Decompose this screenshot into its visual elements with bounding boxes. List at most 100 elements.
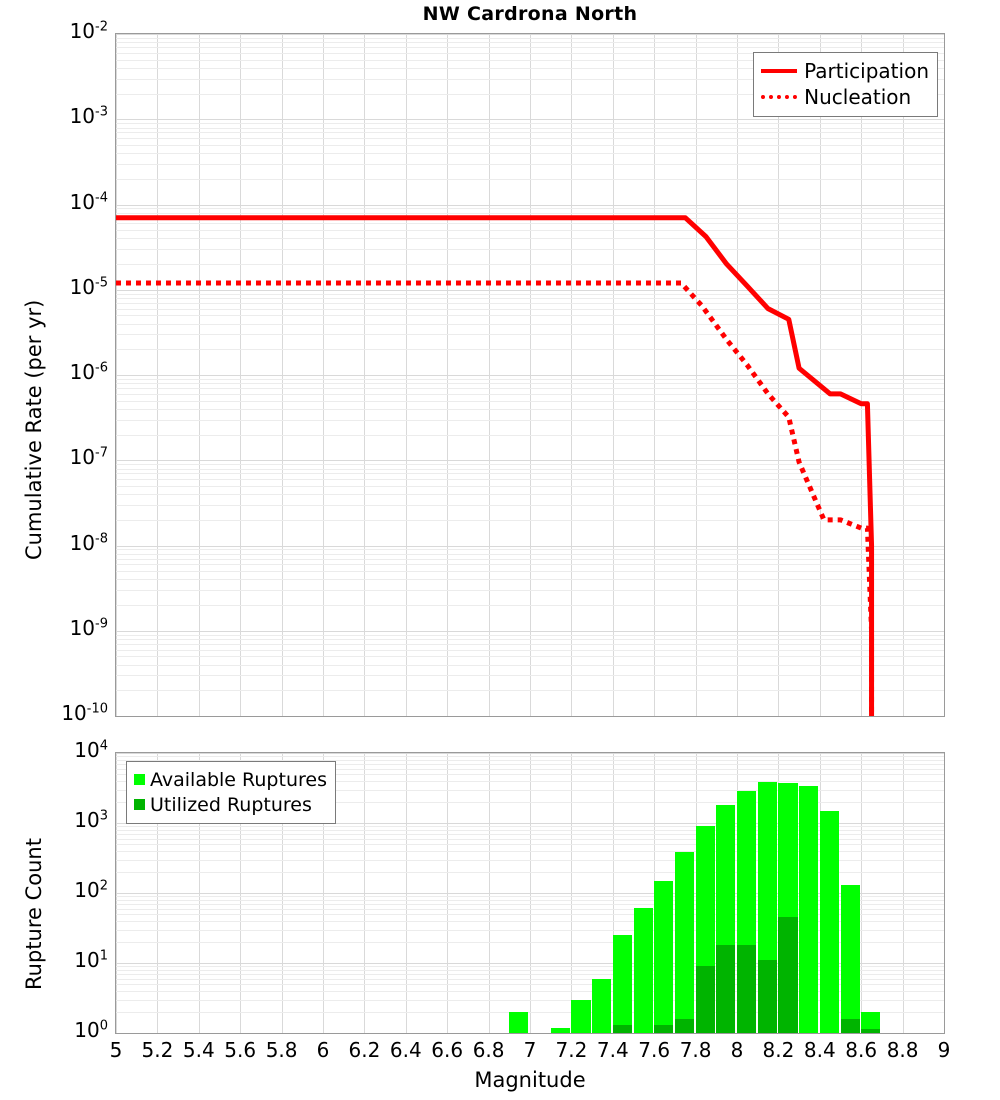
gridline-horizontal-minor xyxy=(116,760,944,761)
gridline-horizontal-minor xyxy=(116,435,944,436)
y-tick-label: 101 xyxy=(74,948,108,972)
y-tick-label: 102 xyxy=(74,878,108,902)
gridline-horizontal-minor xyxy=(116,991,944,992)
gridline-vertical xyxy=(944,34,945,716)
gridline-horizontal-minor xyxy=(116,79,944,80)
gridline-horizontal-major xyxy=(116,205,944,206)
gridline-horizontal-minor xyxy=(116,469,944,470)
legend-item-available-ruptures[interactable]: Available Ruptures xyxy=(134,767,327,792)
gridline-horizontal-minor xyxy=(116,1000,944,1001)
participation-curve xyxy=(116,215,875,716)
gridline-horizontal-minor xyxy=(116,294,944,295)
gridline-horizontal-major xyxy=(116,963,944,964)
gridline-horizontal-minor xyxy=(116,464,944,465)
y-tick-label: 10-9 xyxy=(69,615,108,640)
gridline-horizontal-minor xyxy=(116,315,944,316)
bar-available-rupture xyxy=(612,935,632,1033)
gridline-horizontal-minor xyxy=(116,309,944,310)
gridline-horizontal-minor xyxy=(116,549,944,550)
gridline-horizontal-major xyxy=(116,893,944,894)
x-tick-label: 6.4 xyxy=(389,1038,422,1062)
gridline-horizontal-minor xyxy=(116,334,944,335)
gridline-horizontal-minor xyxy=(116,900,944,901)
bar-utilized-rupture xyxy=(737,945,757,1033)
bar-utilized-rupture xyxy=(674,1018,695,1033)
gridline-horizontal-minor xyxy=(116,639,944,640)
gridline-horizontal-minor xyxy=(116,764,944,765)
x-tick-label: 7.2 xyxy=(555,1038,588,1062)
top-y-axis-label: Cumulative Rate (per yr) xyxy=(22,299,46,560)
y-tick-label: 10-6 xyxy=(69,360,108,384)
gridline-horizontal-minor xyxy=(116,914,944,915)
x-tick-label: 7 xyxy=(523,1038,537,1062)
gridline-horizontal-minor xyxy=(116,394,944,395)
x-tick-label: 7.6 xyxy=(638,1038,671,1062)
gridline-horizontal-minor xyxy=(116,554,944,555)
gridline-horizontal-minor xyxy=(116,47,944,48)
gridline-horizontal-major xyxy=(116,34,944,35)
bar-available-rupture xyxy=(509,1011,529,1033)
legend-item-utilized-ruptures[interactable]: Utilized Ruptures xyxy=(134,792,327,817)
legend-label-nucleation: Nucleation xyxy=(804,85,912,109)
legend-item-nucleation[interactable]: Nucleation xyxy=(761,84,929,110)
bar-utilized-rupture xyxy=(716,945,736,1033)
bar-utilized-rupture xyxy=(654,1025,674,1033)
gridline-horizontal-minor xyxy=(116,473,944,474)
gridline-horizontal-minor xyxy=(116,579,944,580)
gridline-horizontal-major xyxy=(116,290,944,291)
gridline-horizontal-minor xyxy=(116,486,944,487)
gridline-horizontal-minor xyxy=(116,388,944,389)
gridline-horizontal-minor xyxy=(116,909,944,910)
gridline-horizontal-minor xyxy=(116,213,944,214)
x-tick-label: 5 xyxy=(109,1038,123,1062)
green-square-icon xyxy=(134,774,145,785)
bar-available-rupture xyxy=(654,880,674,1033)
gridline-horizontal-minor xyxy=(116,826,944,827)
gridline-horizontal-minor xyxy=(116,153,944,154)
top-legend: Participation Nucleation xyxy=(753,52,938,117)
gridline-horizontal-minor xyxy=(116,145,944,146)
gridline-horizontal-major xyxy=(116,375,944,376)
gridline-horizontal-major xyxy=(116,716,944,717)
gridline-horizontal-minor xyxy=(116,409,944,410)
gridline-horizontal-minor xyxy=(116,650,944,651)
gridline-horizontal-minor xyxy=(116,132,944,133)
gridline-horizontal-minor xyxy=(116,839,944,840)
gridline-horizontal-minor xyxy=(116,970,944,971)
x-tick-label: 5.4 xyxy=(182,1038,215,1062)
gridline-horizontal-minor xyxy=(116,571,944,572)
gridline-horizontal-minor xyxy=(116,690,944,691)
gridline-horizontal-major xyxy=(116,631,944,632)
bar-available-rupture xyxy=(592,978,612,1033)
gridline-horizontal-minor xyxy=(116,53,944,54)
gridline-horizontal-minor xyxy=(116,984,944,985)
x-tick-label: 6.6 xyxy=(431,1038,464,1062)
gridline-horizontal-major xyxy=(116,753,944,754)
gridline-horizontal-minor xyxy=(116,559,944,560)
x-tick-label: 5.2 xyxy=(141,1038,174,1062)
gridline-horizontal-minor xyxy=(116,872,944,873)
bar-available-rupture xyxy=(819,810,839,1033)
rupture-count-plot: Available Ruptures Utilized Ruptures xyxy=(115,752,945,1034)
gridline-horizontal-minor xyxy=(116,383,944,384)
bar-utilized-rupture xyxy=(861,1028,881,1033)
bar-available-rupture xyxy=(571,999,591,1033)
gridline-horizontal-minor xyxy=(116,930,944,931)
legend-item-participation[interactable]: Participation xyxy=(761,58,929,84)
gridline-horizontal-minor xyxy=(116,860,944,861)
gridline-horizontal-major xyxy=(116,1033,944,1034)
x-tick-label: 5.6 xyxy=(224,1038,257,1062)
gridline-horizontal-minor xyxy=(116,223,944,224)
gridline-horizontal-minor xyxy=(116,298,944,299)
nucleation-curve xyxy=(116,280,875,716)
legend-label-available: Available Ruptures xyxy=(150,768,327,791)
bar-utilized-rupture xyxy=(778,917,798,1033)
gridline-horizontal-minor xyxy=(116,479,944,480)
gridline-horizontal-minor xyxy=(116,844,944,845)
bottom-y-axis-label: Rupture Count xyxy=(22,838,46,990)
gridline-horizontal-minor xyxy=(116,349,944,350)
bar-available-rupture xyxy=(799,785,819,1033)
gridline-horizontal-minor xyxy=(116,68,944,69)
gridline-horizontal-minor xyxy=(116,851,944,852)
